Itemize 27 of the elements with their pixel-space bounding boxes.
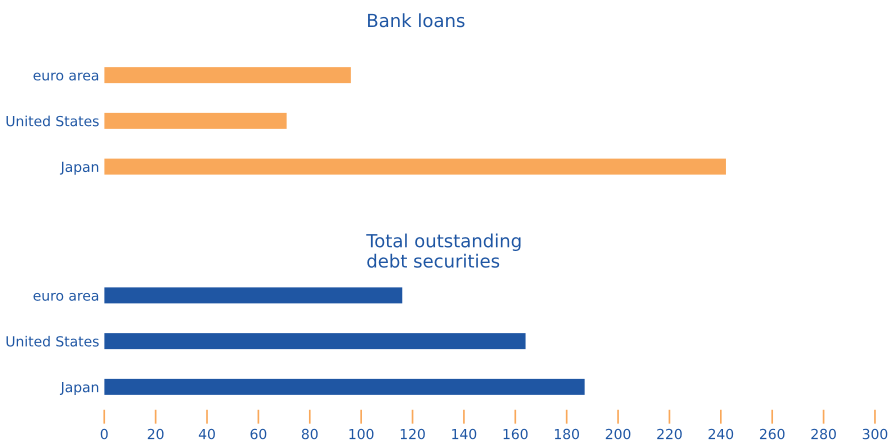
bar bbox=[104, 333, 526, 350]
text: Total outstanding debt securities bbox=[366, 234, 520, 268]
x-tick-label: 180 bbox=[554, 428, 580, 440]
y-tick-label: Japan bbox=[60, 162, 98, 175]
x-tick-label: 100 bbox=[349, 428, 374, 440]
x-tick-label: 220 bbox=[657, 428, 682, 440]
x-tick-label: 40 bbox=[198, 428, 215, 440]
y-tick-label: euro area bbox=[34, 292, 98, 301]
x-tick-label: 80 bbox=[302, 428, 318, 440]
x-tick-label: 160 bbox=[504, 428, 528, 440]
bar bbox=[104, 378, 585, 395]
x-tick-label: 260 bbox=[760, 428, 785, 440]
x-tick-label: 200 bbox=[606, 428, 630, 440]
y-tick-label: United States bbox=[6, 336, 99, 347]
text: Bank loans bbox=[368, 13, 464, 28]
y-tick-label: Japan bbox=[60, 382, 98, 396]
x-tick-label: 20 bbox=[148, 428, 164, 440]
y-tick-label: euro area bbox=[34, 72, 98, 81]
x-tick-label: 240 bbox=[708, 428, 734, 440]
x-tick-label: 300 bbox=[862, 428, 888, 440]
y-tick-label: United States bbox=[6, 116, 99, 126]
x-tick-label: 120 bbox=[400, 428, 425, 440]
x-tick-label: 280 bbox=[811, 428, 836, 440]
x-tick-label: 0 bbox=[100, 428, 108, 440]
x-tick-label: 60 bbox=[250, 428, 266, 440]
x-tick-label: 140 bbox=[452, 428, 476, 440]
bar bbox=[104, 287, 402, 304]
